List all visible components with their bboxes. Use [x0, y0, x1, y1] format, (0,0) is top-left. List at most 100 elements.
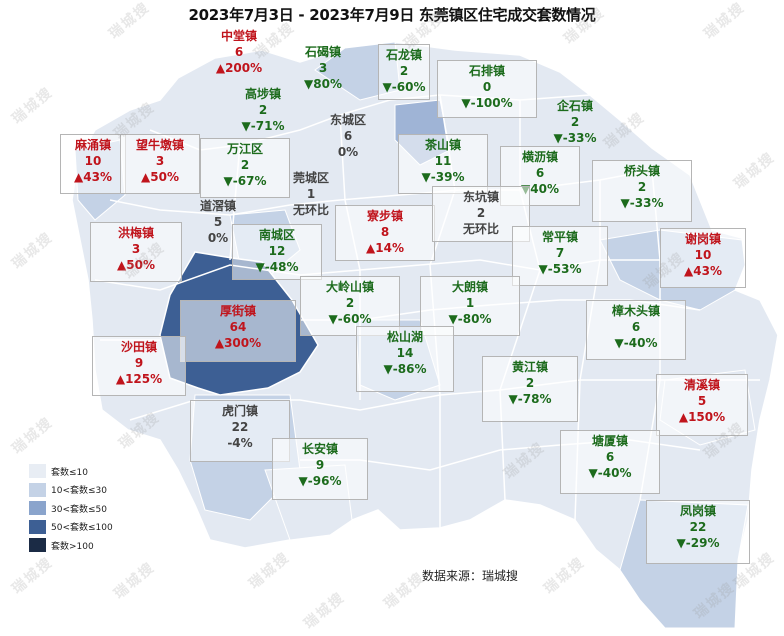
town-count: 2 [637, 180, 647, 194]
town-name: 大岭山镇 [325, 280, 374, 294]
town-count: 0 [482, 80, 492, 94]
town-name: 道滘镇 [199, 199, 236, 213]
page-title: 2023年7月3日 - 2023年7月9日 东莞镇区住宅成交套数情况 [188, 6, 596, 24]
town-count: 6 [631, 320, 641, 334]
town-name: 万江区 [226, 142, 263, 156]
town-change: ▲200% [215, 61, 263, 75]
town-count: 7 [555, 246, 565, 260]
town-change: ▲50% [141, 170, 179, 184]
town-label: 望牛墩镇 3 ▲50% [120, 134, 200, 194]
town-label: 虎门镇 22 -4% [190, 400, 290, 462]
legend-item: 50<套数≤100 [28, 518, 113, 537]
town-count: 6 [234, 45, 244, 59]
town-change: 0% [337, 145, 359, 159]
town-count: 8 [380, 225, 390, 239]
town-change: ▲43% [74, 170, 112, 184]
town-name: 石排镇 [468, 64, 505, 78]
town-label: 中堂镇 6 ▲200% [215, 28, 263, 76]
town-name: 洪梅镇 [117, 226, 154, 240]
town-label: 大岭山镇 2 ▼-60% [300, 276, 400, 336]
town-change: ▲14% [366, 241, 404, 255]
town-change: ▼-40% [614, 336, 658, 350]
town-change: ▼-39% [421, 170, 465, 184]
town-name: 望牛墩镇 [135, 138, 184, 152]
town-name: 虎门镇 [221, 404, 258, 418]
town-name: 大朗镇 [451, 280, 488, 294]
town-count: 6 [535, 166, 545, 180]
town-label: 桥头镇 2 ▼-33% [592, 160, 692, 222]
town-count: 64 [229, 320, 247, 334]
legend-swatch [28, 518, 47, 535]
town-name: 松山湖 [386, 330, 423, 344]
town-count: 9 [134, 356, 144, 370]
town-count: 2 [345, 296, 355, 310]
town-count: 5 [697, 394, 707, 408]
town-name: 企石镇 [556, 99, 593, 113]
town-name: 中堂镇 [220, 29, 257, 43]
town-label: 石碣镇 3 ▼80% [297, 44, 349, 92]
town-count: 2 [399, 64, 409, 78]
town-name: 桥头镇 [623, 164, 660, 178]
town-count: 1 [465, 296, 475, 310]
town-label: 东坑镇 2 无环比 [432, 186, 530, 242]
town-label: 石排镇 0 ▼-100% [437, 60, 537, 118]
town-change: 无环比 [292, 203, 329, 217]
town-change: ▲50% [117, 258, 155, 272]
town-label: 黄江镇 2 ▼-78% [482, 356, 578, 422]
legend-swatch [28, 463, 47, 480]
town-change: 无环比 [462, 222, 499, 236]
town-name: 麻涌镇 [74, 138, 111, 152]
town-name: 沙田镇 [120, 340, 157, 354]
town-count: 3 [131, 242, 141, 256]
town-change: ▲43% [684, 264, 722, 278]
town-change: ▼-40% [588, 466, 632, 480]
town-name: 横沥镇 [521, 150, 558, 164]
town-name: 清溪镇 [683, 378, 720, 392]
town-name: 石碣镇 [304, 45, 341, 59]
legend: 套数≤10 10<套数≤30 30<套数≤50 50<套数≤100 套数>100 [28, 462, 113, 555]
town-change: ▼-96% [298, 474, 342, 488]
town-count: 22 [231, 420, 249, 434]
town-change: ▼-33% [553, 131, 597, 145]
town-change: ▼-86% [383, 362, 427, 376]
town-label: 凤岗镇 22 ▼-29% [646, 500, 750, 564]
legend-label: 10<套数≤30 [51, 486, 107, 497]
town-name: 黄江镇 [511, 360, 548, 374]
town-name: 茶山镇 [424, 138, 461, 152]
town-label: 莞城区 1 无环比 [287, 170, 335, 218]
town-label: 南城区 12 ▼-48% [232, 224, 322, 280]
legend-item: 30<套数≤50 [28, 499, 113, 518]
town-label: 沙田镇 9 ▲125% [92, 336, 186, 396]
legend-item: 套数≤10 [28, 462, 113, 481]
town-name: 塘厦镇 [591, 434, 628, 448]
town-name: 东坑镇 [462, 190, 499, 204]
town-count: 2 [476, 206, 486, 220]
town-change: -4% [227, 436, 253, 450]
legend-item: 套数>100 [28, 536, 113, 555]
town-change: ▼-100% [461, 96, 513, 110]
town-name: 厚街镇 [219, 304, 256, 318]
town-label: 茶山镇 11 ▼-39% [398, 134, 488, 194]
town-label: 塘厦镇 6 ▼-40% [560, 430, 660, 494]
town-change: ▼-53% [538, 262, 582, 276]
town-count: 2 [570, 115, 580, 129]
town-count: 1 [306, 187, 316, 201]
town-label: 企石镇 2 ▼-33% [535, 98, 615, 146]
town-label: 麻涌镇 10 ▲43% [60, 134, 126, 194]
town-count: 3 [318, 61, 328, 75]
town-count: 6 [343, 129, 353, 143]
town-count: 10 [694, 248, 712, 262]
legend-label: 50<套数≤100 [51, 523, 113, 534]
town-name: 南城区 [258, 228, 295, 242]
town-name: 寮步镇 [366, 209, 403, 223]
town-label: 东城区 6 0% [318, 112, 378, 160]
town-name: 东城区 [329, 113, 366, 127]
town-name: 高埗镇 [244, 87, 281, 101]
town-count: 5 [213, 215, 223, 229]
town-change: ▼-71% [241, 119, 285, 133]
town-change: ▼-80% [448, 312, 492, 326]
town-label: 清溪镇 5 ▲150% [656, 374, 748, 436]
town-name: 谢岗镇 [684, 232, 721, 246]
town-label: 长安镇 9 ▼-96% [272, 438, 368, 500]
town-count: 2 [525, 376, 535, 390]
